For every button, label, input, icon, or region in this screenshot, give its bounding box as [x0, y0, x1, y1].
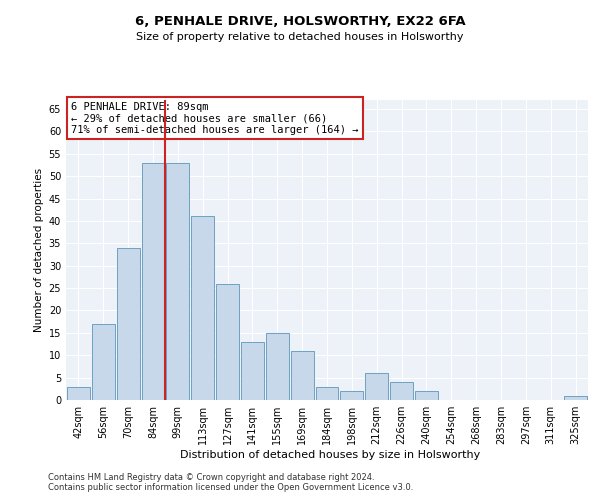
Bar [564, 396, 587, 400]
Y-axis label: Number of detached properties: Number of detached properties [34, 168, 44, 332]
Text: 6, PENHALE DRIVE, HOLSWORTHY, EX22 6FA: 6, PENHALE DRIVE, HOLSWORTHY, EX22 6FA [134, 15, 466, 28]
Bar [191, 216, 214, 400]
Bar [365, 373, 388, 400]
Bar [316, 386, 338, 400]
Text: Contains public sector information licensed under the Open Government Licence v3: Contains public sector information licen… [48, 484, 413, 492]
Bar [142, 162, 164, 400]
Text: Size of property relative to detached houses in Holsworthy: Size of property relative to detached ho… [136, 32, 464, 42]
Bar [67, 386, 90, 400]
Bar [216, 284, 239, 400]
Bar [415, 391, 438, 400]
Text: Contains HM Land Registry data © Crown copyright and database right 2024.: Contains HM Land Registry data © Crown c… [48, 474, 374, 482]
Text: Distribution of detached houses by size in Holsworthy: Distribution of detached houses by size … [180, 450, 480, 460]
Bar [266, 333, 289, 400]
Bar [241, 342, 264, 400]
Bar [117, 248, 140, 400]
Bar [92, 324, 115, 400]
Bar [291, 350, 314, 400]
Bar [166, 162, 189, 400]
Bar [390, 382, 413, 400]
Text: 6 PENHALE DRIVE: 89sqm
← 29% of detached houses are smaller (66)
71% of semi-det: 6 PENHALE DRIVE: 89sqm ← 29% of detached… [71, 102, 359, 134]
Bar [340, 391, 363, 400]
